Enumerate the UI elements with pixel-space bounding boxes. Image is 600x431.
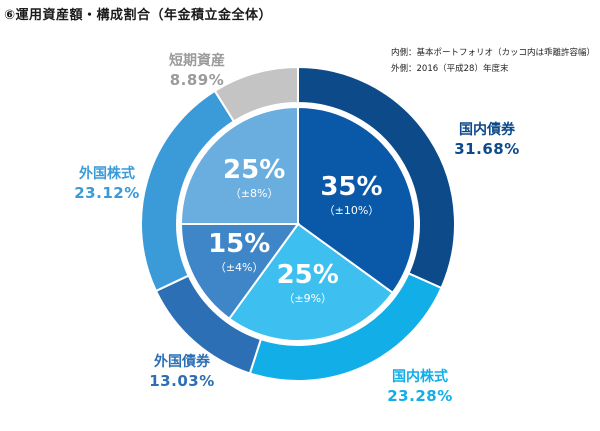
inner-pie-slice-2 — [179, 223, 300, 321]
legend-note: 内側：基本ポートフォリオ（カッコ内は乖離許容幅） 外側：2016（平成28）年度… — [391, 45, 595, 77]
inner-range-label: （±4%） — [215, 261, 264, 274]
outer-percent-label: 31.68% — [454, 140, 519, 158]
outer-category-label: 国内株式 — [392, 368, 448, 385]
outer-percent-label: 8.89% — [170, 71, 225, 89]
outer-category-label: 外国債券 — [154, 353, 211, 370]
inner-range-label: （±9%） — [283, 292, 332, 305]
inner-range-label: （±8%） — [230, 187, 279, 200]
inner-percent-label: 15% — [208, 229, 270, 259]
inner-percent-label: 25% — [223, 155, 285, 185]
inner-pie-slice-0 — [297, 105, 416, 295]
note-outer: 外側：2016（平成28）年度末 — [391, 64, 509, 74]
outer-category-label: 短期資産 — [169, 52, 225, 69]
outer-percent-label: 23.12% — [74, 184, 139, 202]
inner-range-label: （±10%） — [324, 204, 380, 217]
inner-pie-slice-3 — [179, 105, 299, 225]
note-inner: 内側：基本ポートフォリオ（カッコ内は乖離許容幅） — [391, 48, 596, 58]
outer-percent-label: 13.03% — [149, 372, 214, 390]
outer-category-label: 外国株式 — [79, 165, 135, 182]
outer-ring-slice-4 — [213, 65, 299, 123]
outer-percent-label: 23.28% — [387, 387, 452, 405]
inner-percent-label: 25% — [277, 260, 339, 290]
chart-title: ⑥運用資産額・構成割合（年金積立金全体） — [4, 8, 273, 23]
inner-percent-label: 35% — [320, 172, 382, 202]
outer-category-label: 国内債券 — [459, 121, 516, 138]
inner-pie-slice-1 — [227, 222, 395, 342]
